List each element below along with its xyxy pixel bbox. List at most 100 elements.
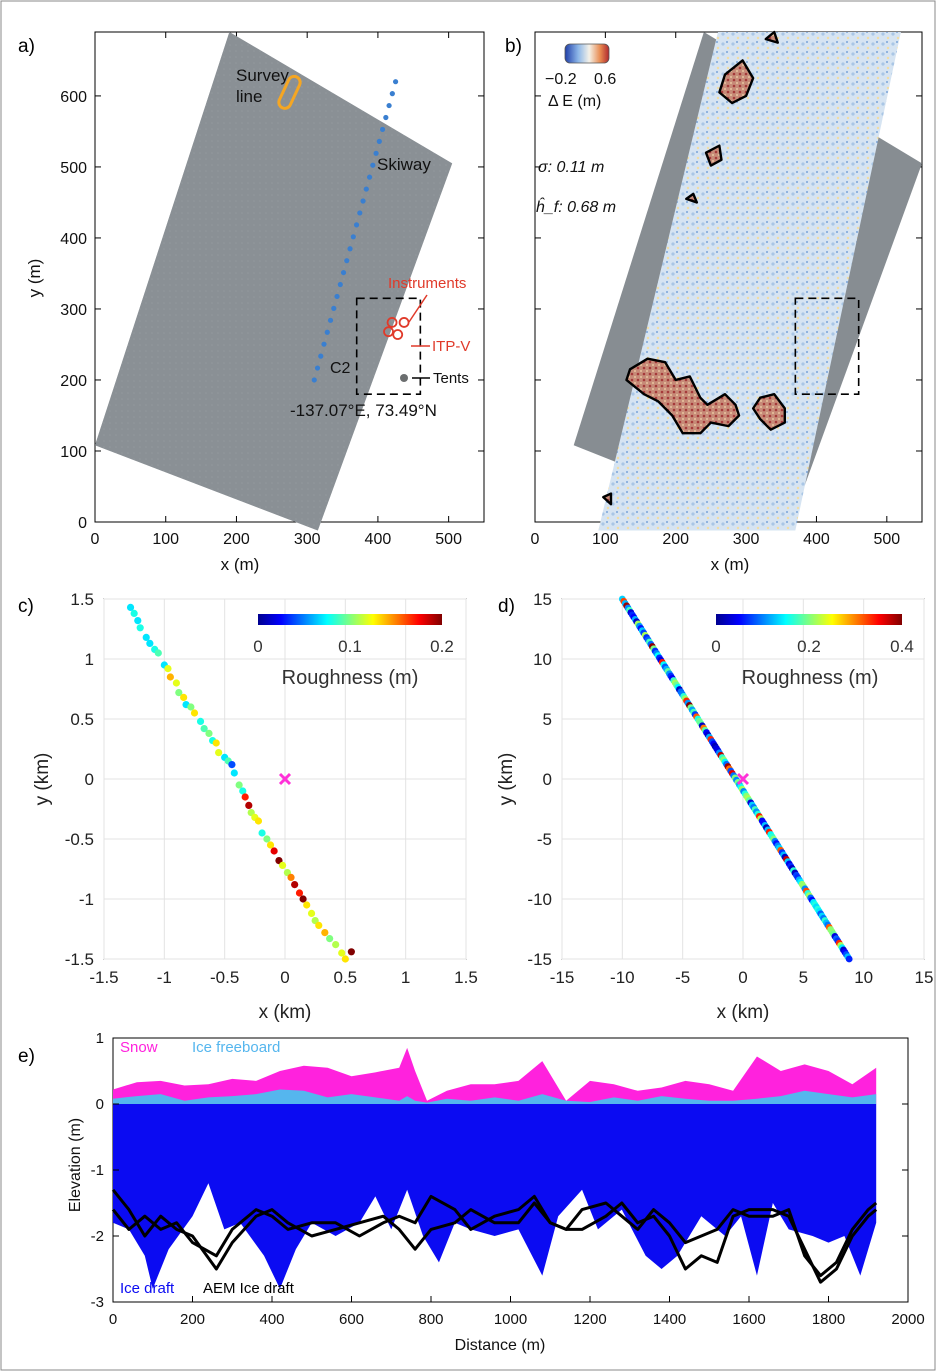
panel-b-xtick-label: 0 xyxy=(531,531,540,548)
panel-label-e: e) xyxy=(18,1046,35,1067)
panel-b-xtick-label: 500 xyxy=(873,531,900,548)
panel-a-ytick-label: 400 xyxy=(60,231,87,248)
panel-a-skiway-point xyxy=(370,162,376,168)
panel-a-ytick-label: 0 xyxy=(78,515,87,532)
panel-e-xtick-label: 200 xyxy=(180,1311,205,1328)
panel-d-scatter: -15 -10 -5 0 5 10 15 -15 -10 -5 0 5 10 15 0 0.2 0.4 Rou… xyxy=(496,590,933,1023)
panel-c-point xyxy=(299,895,307,903)
panel-a-instruments-label: Instruments xyxy=(388,275,466,292)
panel-e-ytick-label: 0 xyxy=(96,1096,104,1113)
panel-c-point xyxy=(321,929,329,937)
panel-b-elevation-diff xyxy=(573,30,922,531)
panel-b-ridge xyxy=(704,144,723,167)
panel-c-xlabel: x (km) xyxy=(259,1002,312,1023)
panel-c-point xyxy=(341,955,349,963)
panel-e-xtick-label: 0 xyxy=(109,1311,117,1328)
panel-d-colorbar-ticks: 0 0.2 0.4 xyxy=(711,637,914,656)
panel-a-ytick-label: 600 xyxy=(60,89,87,106)
panel-a-itp-label: ITP-V xyxy=(432,338,470,355)
panel-a-ytick-label: 100 xyxy=(60,444,87,461)
panel-c-xtick-label: 1.5 xyxy=(454,968,478,987)
panel-a-skiway-point xyxy=(353,222,360,228)
panel-d-xtick-label: 15 xyxy=(915,968,934,987)
panel-label-d: d) xyxy=(498,596,515,617)
panel-b-ridge xyxy=(625,357,741,435)
panel-e-plot: 0 200 400 600 800 1000 1200 1400 1600 1800 2000 -3 -… xyxy=(91,1030,925,1328)
panel-b-xtick-label: 200 xyxy=(662,531,689,548)
panel-c-point xyxy=(180,693,188,702)
panel-a-skiway-point xyxy=(373,150,379,156)
panel-c-point xyxy=(228,761,236,769)
panel-a-skiway-point xyxy=(357,210,363,216)
panel-c-xtick-label: 0 xyxy=(280,968,289,987)
panel-b-xlabel: x (m) xyxy=(711,555,750,574)
panel-b-hf: ĥ_f: 0.68 m xyxy=(536,196,616,216)
panel-a-ticks: 0 100 200 300 400 500 0 100 200 300 400 500 600 xyxy=(60,31,485,548)
panel-a-xtick-label: 100 xyxy=(152,531,179,548)
panel-c-point xyxy=(215,749,223,757)
panel-d-colorbar-label: Roughness (m) xyxy=(742,667,879,689)
panel-e-legend-freeboard: Ice freeboard xyxy=(192,1039,280,1056)
panel-a-skiway-point xyxy=(321,341,327,347)
panel-a-image-texture xyxy=(95,32,453,531)
panel-a-skiway-point xyxy=(360,198,366,204)
panel-b-ridge xyxy=(718,59,755,105)
panel-c-point xyxy=(291,881,299,889)
panel-c-point xyxy=(172,679,180,687)
panel-b-colorbar-bar xyxy=(564,43,610,64)
panel-c-grid: -1.5 -1 -0.5 0 0.5 1 1.5 -1.5 -1 -0.5 0 0.5 1 1.5 xyxy=(65,590,478,987)
panel-c-point xyxy=(142,633,150,642)
panel-a-xlabel: x (m) xyxy=(221,555,260,574)
panel-d-points xyxy=(618,595,853,963)
panel-a-tents-marker xyxy=(400,374,408,382)
panel-b-xtick-label: 400 xyxy=(803,531,830,548)
panel-e-aem-line-2 xyxy=(111,1194,878,1278)
panel-e-xtick-label: 600 xyxy=(339,1311,364,1328)
panel-a-xtick-label: 400 xyxy=(365,531,392,548)
panel-e-legend-aem: AEM Ice draft xyxy=(203,1280,295,1297)
panel-e-ytick-label: -3 xyxy=(91,1294,104,1311)
panel-a-survey-line1: Survey xyxy=(236,66,289,85)
panel-a-instrument-marker xyxy=(398,317,410,328)
panel-c-point xyxy=(270,847,278,855)
panel-a-ytick-label: 300 xyxy=(60,302,87,319)
panel-c-ytick-label: 0 xyxy=(85,770,94,789)
panel-a-instrument-marker xyxy=(383,326,394,338)
panel-b-colorbar: −0.2 0.6 Δ E (m) xyxy=(545,43,616,110)
panel-a-skiway-point xyxy=(347,246,353,252)
panel-d-colorbar xyxy=(716,614,902,625)
panel-c-point xyxy=(307,909,316,918)
panel-a-survey-line-loop xyxy=(277,74,302,110)
panel-d-xtick-label: 10 xyxy=(854,968,873,987)
panel-c-point xyxy=(200,725,208,733)
panel-b-ridge xyxy=(602,492,613,506)
panel-c-xtick-label: 1 xyxy=(401,968,410,987)
panel-d-colorbar-tick: 0.2 xyxy=(797,637,821,656)
panel-e-draft-area xyxy=(113,1104,877,1289)
panel-c-point xyxy=(190,709,199,717)
panel-a-tents-label: Tents xyxy=(433,370,469,387)
panel-c-points xyxy=(126,603,355,963)
panel-a-instruments-arrow xyxy=(408,294,428,323)
panel-d-ytick-label: 10 xyxy=(533,650,552,669)
panel-c-point xyxy=(347,948,355,956)
panel-c-point xyxy=(196,717,205,726)
panel-c-point xyxy=(315,921,323,930)
panel-a-skiway-point xyxy=(340,269,347,276)
panel-c-ytick-label: -0.5 xyxy=(65,830,94,849)
panel-d-point xyxy=(845,955,853,963)
panel-c-point xyxy=(130,609,138,618)
panel-c-point xyxy=(205,729,213,738)
panel-b-ticks: 0 100 200 300 400 500 xyxy=(531,31,923,548)
panel-c-xtick-label: 0.5 xyxy=(334,968,358,987)
panel-c-point xyxy=(245,801,253,810)
panel-a-sar-image xyxy=(95,32,453,531)
panel-label-c: c) xyxy=(18,596,34,617)
panel-d-xtick-label: 0 xyxy=(738,968,747,987)
panel-a-xtick-label: 0 xyxy=(91,531,100,548)
panel-a-instrument-marker xyxy=(386,317,398,328)
panel-c-xtick-label: -0.5 xyxy=(210,968,239,987)
panel-c-point xyxy=(278,861,287,870)
panel-a-skiway-point xyxy=(334,293,340,300)
